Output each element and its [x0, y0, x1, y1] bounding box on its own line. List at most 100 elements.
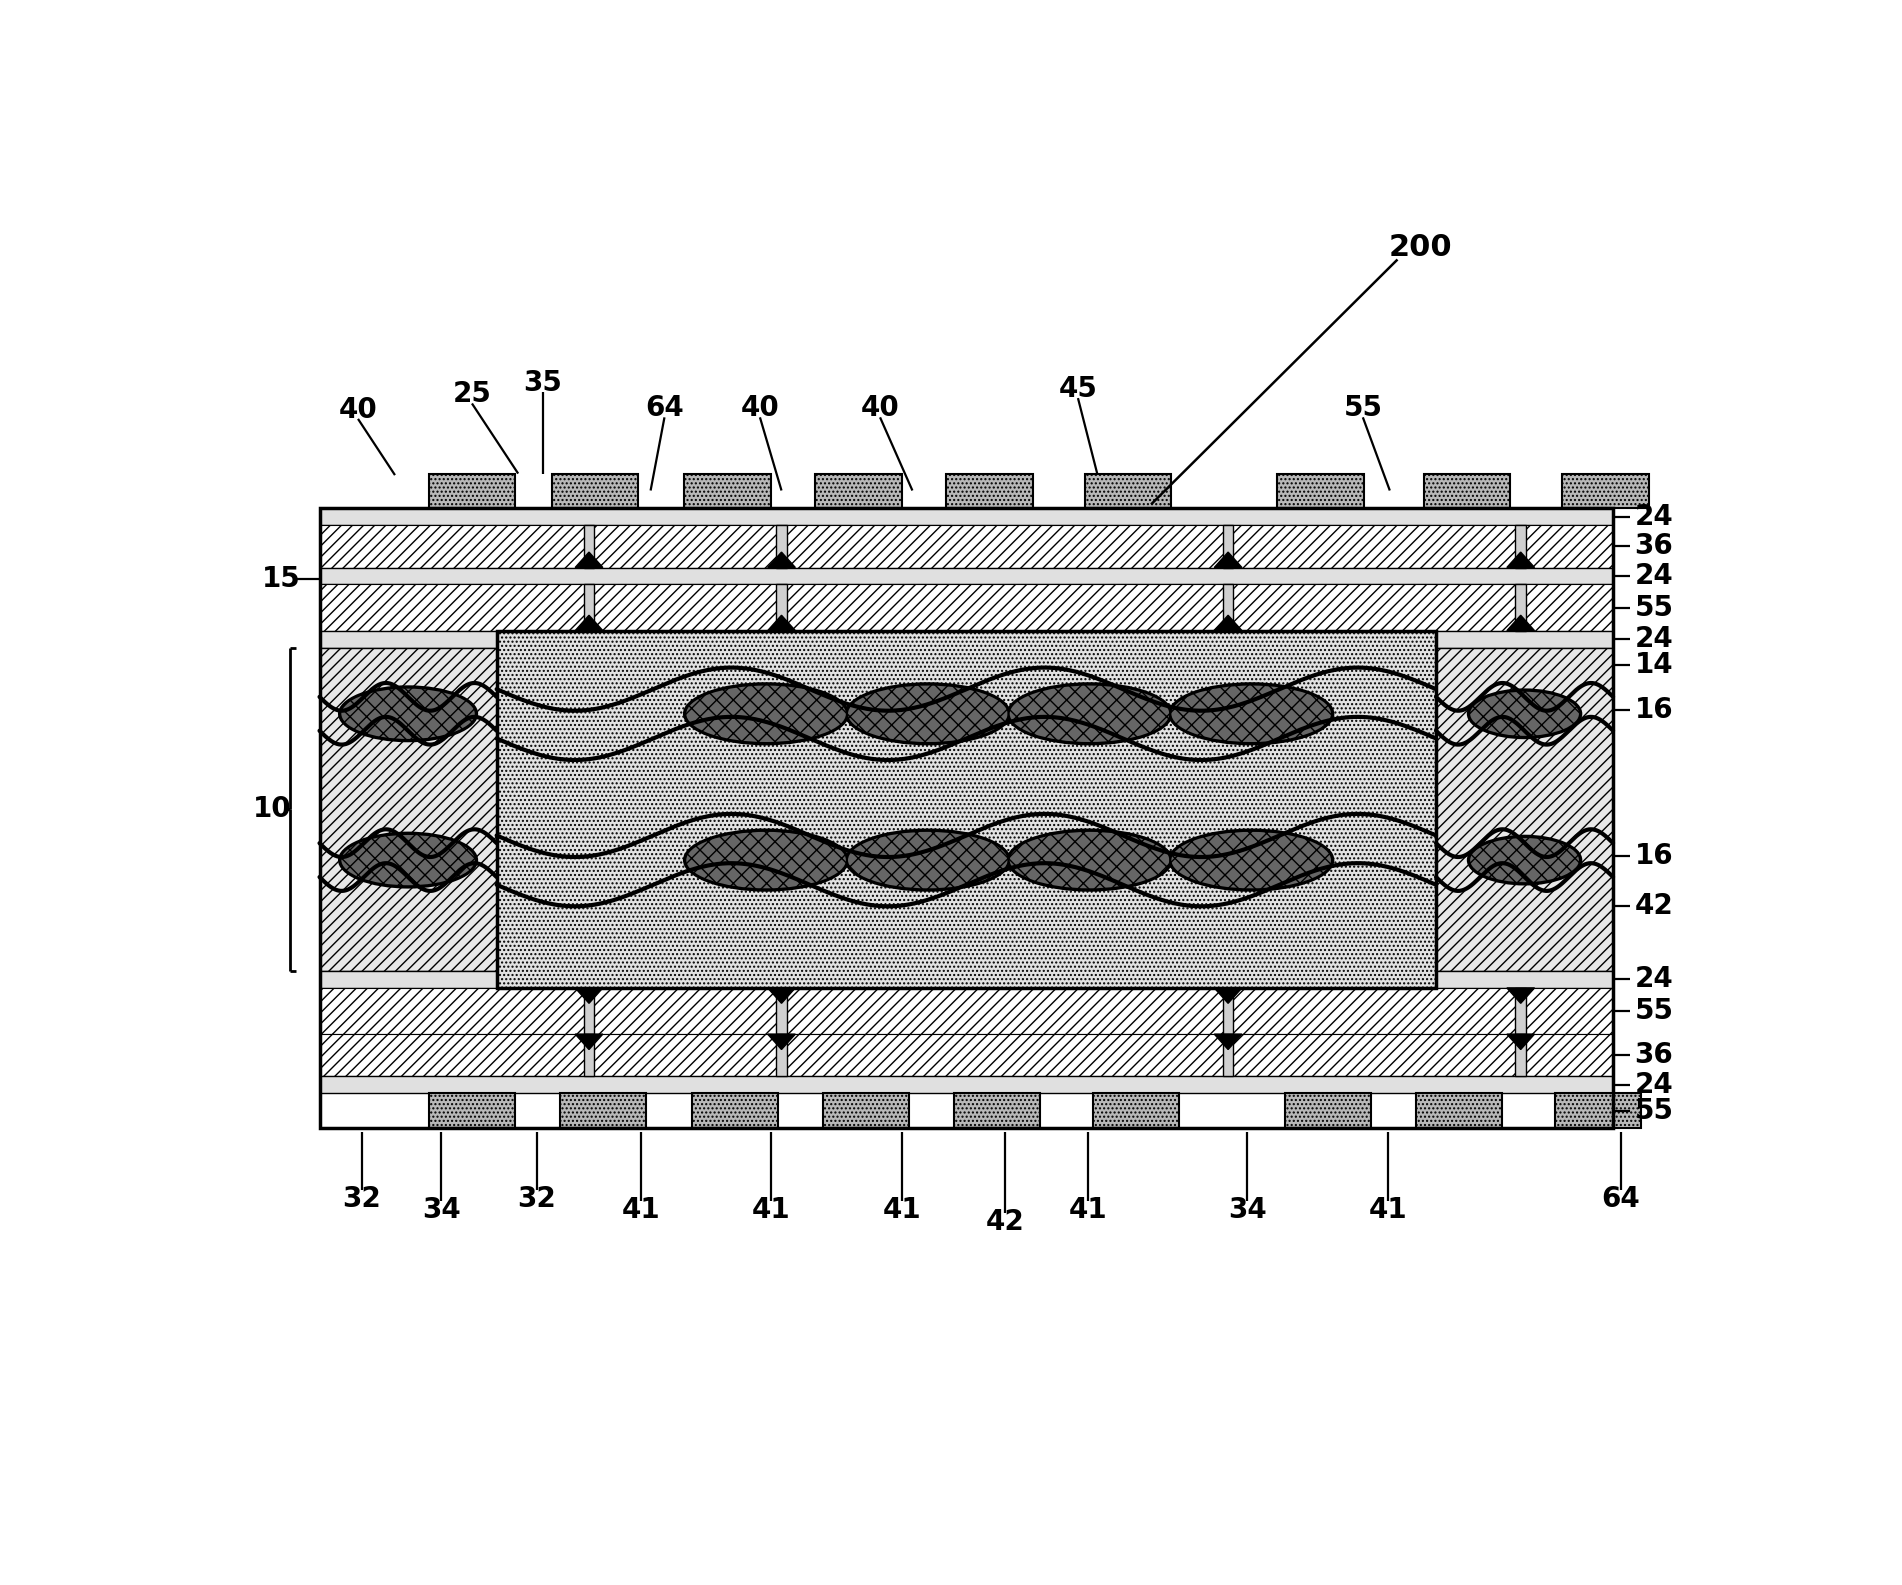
Polygon shape — [574, 615, 603, 631]
Text: 24: 24 — [1634, 563, 1674, 590]
Bar — [1223, 987, 1234, 1033]
Ellipse shape — [846, 685, 1008, 743]
Bar — [320, 972, 1613, 987]
Text: 41: 41 — [622, 1197, 660, 1225]
Bar — [320, 648, 1613, 972]
Bar — [776, 987, 787, 1033]
Text: 55: 55 — [1634, 1097, 1674, 1125]
Bar — [1286, 1094, 1371, 1129]
Polygon shape — [768, 987, 795, 1003]
Polygon shape — [1213, 615, 1242, 631]
Bar — [320, 987, 1613, 1033]
Bar — [320, 509, 1613, 1129]
Bar — [1516, 987, 1525, 1033]
Ellipse shape — [1466, 688, 1582, 739]
Bar — [559, 1094, 647, 1129]
Text: 41: 41 — [1369, 1197, 1407, 1225]
Bar — [1223, 525, 1234, 567]
Bar — [320, 631, 1613, 648]
Bar — [428, 1094, 515, 1129]
Ellipse shape — [1468, 691, 1581, 737]
Ellipse shape — [1006, 829, 1174, 892]
Bar — [320, 509, 1613, 525]
Text: 41: 41 — [751, 1197, 789, 1225]
Polygon shape — [1506, 1033, 1535, 1049]
Bar — [584, 525, 595, 567]
Polygon shape — [1506, 987, 1535, 1003]
Bar — [776, 525, 787, 567]
Bar — [320, 567, 1613, 585]
Text: 16: 16 — [1634, 696, 1674, 724]
Ellipse shape — [339, 685, 477, 742]
Text: 34: 34 — [1229, 1197, 1267, 1225]
Polygon shape — [574, 552, 603, 567]
Polygon shape — [768, 552, 795, 567]
Bar — [776, 585, 787, 631]
Polygon shape — [574, 1033, 603, 1049]
Bar — [1516, 1033, 1525, 1076]
Ellipse shape — [1006, 682, 1174, 745]
Bar — [320, 1033, 1613, 1076]
Text: 64: 64 — [645, 395, 685, 422]
Ellipse shape — [1008, 685, 1170, 743]
Bar — [816, 474, 902, 509]
Bar — [320, 509, 1613, 1129]
Bar — [692, 1094, 778, 1129]
Polygon shape — [1506, 615, 1535, 631]
Polygon shape — [768, 615, 795, 631]
Ellipse shape — [683, 829, 850, 892]
Bar — [584, 585, 595, 631]
Ellipse shape — [1466, 835, 1582, 886]
Ellipse shape — [339, 832, 477, 889]
Text: 41: 41 — [1069, 1197, 1107, 1225]
Bar — [776, 1033, 787, 1076]
Text: 14: 14 — [1634, 650, 1674, 678]
Bar — [955, 1094, 1040, 1129]
Ellipse shape — [685, 831, 846, 889]
Text: 24: 24 — [1634, 624, 1674, 653]
Text: 42: 42 — [1634, 892, 1674, 921]
Text: 32: 32 — [342, 1186, 380, 1213]
Text: 45: 45 — [1059, 376, 1097, 403]
Bar — [1554, 1094, 1641, 1129]
Bar — [824, 1094, 909, 1129]
Polygon shape — [768, 1033, 795, 1049]
Text: 10: 10 — [253, 796, 291, 823]
Text: 64: 64 — [1601, 1186, 1640, 1213]
Polygon shape — [1506, 552, 1535, 567]
Ellipse shape — [844, 829, 1012, 892]
Polygon shape — [1213, 552, 1242, 567]
Ellipse shape — [846, 831, 1008, 889]
Text: 55: 55 — [1634, 997, 1674, 1025]
Text: 42: 42 — [985, 1208, 1023, 1236]
Text: 24: 24 — [1634, 502, 1674, 531]
Ellipse shape — [844, 682, 1012, 745]
Text: 34: 34 — [422, 1197, 460, 1225]
Bar — [1516, 525, 1525, 567]
Bar — [584, 1033, 595, 1076]
Bar — [1223, 585, 1234, 631]
Bar — [320, 648, 496, 972]
Text: 35: 35 — [523, 369, 563, 396]
Bar — [1278, 474, 1364, 509]
Polygon shape — [574, 987, 603, 1003]
Polygon shape — [1213, 987, 1242, 1003]
Bar — [428, 474, 515, 509]
Bar — [1415, 1094, 1503, 1129]
Bar — [1092, 1094, 1179, 1129]
Text: 40: 40 — [862, 395, 900, 422]
Bar — [1436, 648, 1613, 972]
Text: 36: 36 — [1634, 533, 1674, 561]
Ellipse shape — [340, 688, 476, 740]
Text: 32: 32 — [517, 1186, 555, 1213]
Text: 24: 24 — [1634, 1071, 1674, 1098]
Bar — [584, 987, 595, 1033]
Ellipse shape — [1170, 831, 1331, 889]
Bar — [552, 474, 639, 509]
Text: 16: 16 — [1634, 842, 1674, 870]
Text: 40: 40 — [740, 395, 780, 422]
Bar — [320, 585, 1613, 631]
Bar — [496, 631, 1436, 987]
Ellipse shape — [683, 682, 850, 745]
Text: 25: 25 — [453, 380, 491, 409]
